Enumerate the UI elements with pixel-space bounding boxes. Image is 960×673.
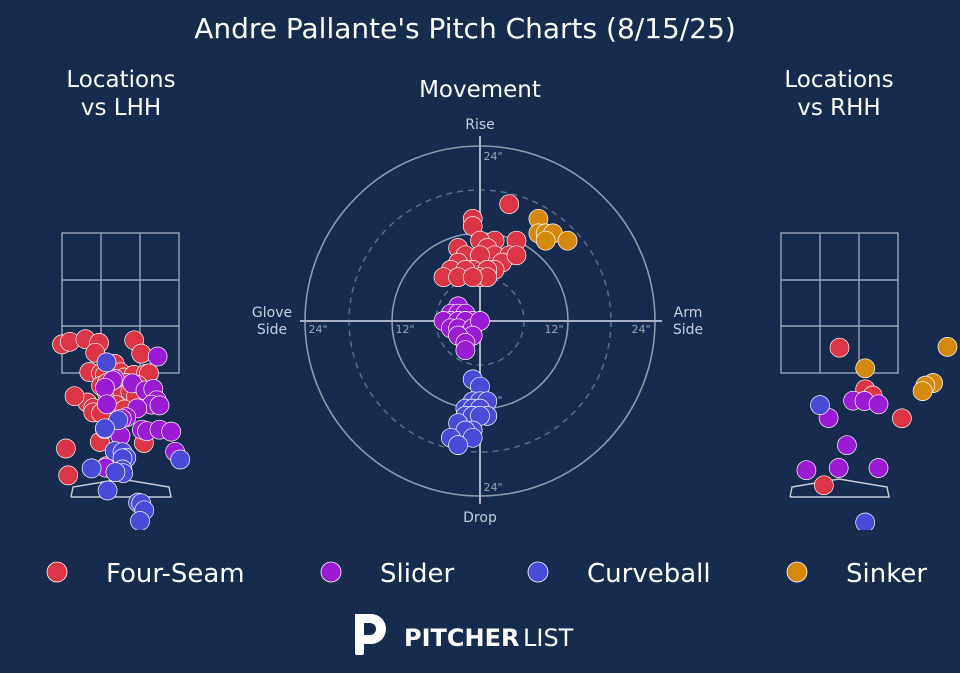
ring-label-right-24: 24" <box>631 323 650 336</box>
lhh-point-curveball <box>95 418 115 439</box>
legend-marker-slider <box>320 561 342 583</box>
lhh-point-four-seam <box>64 386 85 407</box>
movement-points <box>433 194 578 455</box>
rhh-point-slider <box>868 394 889 415</box>
lhh-point-curveball <box>97 480 118 501</box>
rhh-point-sinker <box>937 337 958 357</box>
logo-text-bold: PITCHER <box>404 624 519 652</box>
legend-label-slider: Slider <box>380 559 454 589</box>
rhh-point-four-seam <box>892 408 912 429</box>
movement-drop-label: Drop <box>463 510 497 526</box>
ring-label-left-12: 12" <box>395 323 414 336</box>
movement-point-four-seam <box>506 245 527 266</box>
lhh-point-four-seam <box>58 465 79 486</box>
pitcherlist-logo: PITCHER LIST <box>355 614 574 655</box>
lhh-point-slider <box>96 394 117 415</box>
rhh-location-points <box>796 337 958 530</box>
lhh-point-four-seam <box>131 343 152 364</box>
rhh-home-plate <box>789 478 890 498</box>
lhh-point-slider <box>95 377 115 398</box>
movement-point-curveball <box>448 435 468 455</box>
movement-arm-label-line1: Arm <box>674 305 703 321</box>
lhh-point-curveball <box>81 458 102 479</box>
lhh-point-curveball <box>130 511 150 530</box>
lhh-point-four-seam <box>56 438 76 459</box>
rhh-panel-title-line1: Locations <box>784 67 893 93</box>
legend-label-sinker: Sinker <box>846 559 927 589</box>
movement-arm-label-line2: Side <box>673 322 703 338</box>
movement-point-sinker <box>535 230 556 251</box>
lhh-point-slider <box>149 395 170 416</box>
movement-point-sinker <box>557 230 578 251</box>
rhh-point-curveball <box>810 395 830 415</box>
movement-point-slider <box>455 340 476 361</box>
rhh-point-four-seam <box>814 475 834 496</box>
movement-panel-title: Movement <box>419 77 541 103</box>
rhh-strike-zone <box>780 232 899 374</box>
rhh-point-slider <box>837 435 857 456</box>
rhh-point-sinker <box>855 358 876 379</box>
lhh-point-curveball <box>170 449 191 470</box>
lhh-point-slider <box>147 346 168 367</box>
lhh-point-curveball <box>105 462 126 482</box>
legend-label-four-seam: Four-Seam <box>106 559 245 589</box>
rhh-panel-title-line2: vs RHH <box>797 95 880 121</box>
lhh-point-slider <box>161 421 182 442</box>
rhh-point-curveball <box>855 512 876 530</box>
lhh-panel-title-line1: Locations <box>66 67 175 93</box>
rhh-point-slider <box>796 460 817 481</box>
movement-glove-label-line2: Side <box>257 322 287 338</box>
lhh-location-points <box>52 329 191 530</box>
rhh-point-slider <box>868 458 889 478</box>
movement-rise-label: Rise <box>465 117 495 133</box>
ring-label-bottom-24: 24" <box>483 481 502 494</box>
logo-text-light: LIST <box>523 624 574 652</box>
ring-label-left-24: 24" <box>308 323 327 336</box>
lhh-panel-title-line2: vs LHH <box>81 95 161 121</box>
movement-point-four-seam <box>499 194 520 215</box>
movement-glove-label-line1: Glove <box>252 305 292 321</box>
rhh-point-slider <box>828 458 849 478</box>
legend-marker-sinker <box>786 561 808 583</box>
rhh-point-sinker <box>912 381 933 401</box>
legend: Four-Seam Slider Curveball Sinker <box>46 559 927 589</box>
ring-label-top-24: 24" <box>483 150 502 163</box>
pitcherlist-logo-icon <box>355 614 386 655</box>
legend-label-curveball: Curveball <box>587 559 711 589</box>
chart-title: Andre Pallante's Pitch Charts (8/15/25) <box>194 12 736 45</box>
ring-label-right-12: 12" <box>544 323 563 336</box>
movement-point-four-seam <box>462 267 483 288</box>
rhh-point-four-seam <box>829 337 850 358</box>
legend-marker-curveball <box>527 561 549 583</box>
lhh-home-plate <box>70 478 172 498</box>
legend-marker-four-seam <box>46 561 68 583</box>
lhh-point-curveball <box>96 352 117 373</box>
